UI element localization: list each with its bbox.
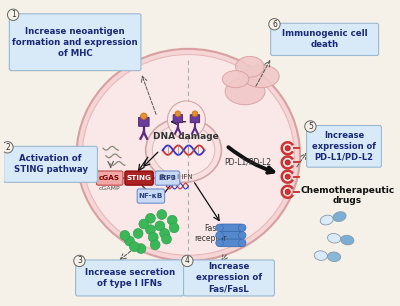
FancyBboxPatch shape xyxy=(9,14,141,71)
Circle shape xyxy=(238,224,246,232)
Circle shape xyxy=(133,229,143,238)
Ellipse shape xyxy=(76,49,300,261)
Text: IRF3: IRF3 xyxy=(158,175,176,181)
Text: PD-L1/PD-L2: PD-L1/PD-L2 xyxy=(224,157,272,166)
FancyBboxPatch shape xyxy=(190,115,200,123)
Text: 1: 1 xyxy=(11,10,16,19)
Circle shape xyxy=(130,242,139,252)
Text: Fas
receptor: Fas receptor xyxy=(194,224,226,243)
Ellipse shape xyxy=(328,233,341,243)
Circle shape xyxy=(157,210,167,219)
Text: Immunogenic cell
death: Immunogenic cell death xyxy=(282,29,368,50)
Ellipse shape xyxy=(152,124,215,176)
Circle shape xyxy=(285,189,290,194)
FancyBboxPatch shape xyxy=(220,232,242,239)
Text: NF-κB: NF-κB xyxy=(139,193,163,199)
Circle shape xyxy=(216,224,223,232)
Circle shape xyxy=(148,232,158,242)
Circle shape xyxy=(285,174,290,179)
Text: 6: 6 xyxy=(272,20,277,29)
Circle shape xyxy=(169,223,179,233)
Circle shape xyxy=(269,19,280,30)
Circle shape xyxy=(120,230,130,240)
Ellipse shape xyxy=(320,215,333,225)
Text: 3: 3 xyxy=(77,256,82,265)
Circle shape xyxy=(155,221,165,231)
Circle shape xyxy=(150,240,160,250)
Circle shape xyxy=(74,255,85,267)
Ellipse shape xyxy=(82,54,294,255)
Circle shape xyxy=(175,111,181,117)
Circle shape xyxy=(238,232,246,239)
Ellipse shape xyxy=(328,252,341,262)
Circle shape xyxy=(146,213,155,223)
FancyBboxPatch shape xyxy=(184,260,274,296)
Circle shape xyxy=(216,232,223,239)
Circle shape xyxy=(160,229,170,238)
Circle shape xyxy=(285,146,290,151)
Circle shape xyxy=(146,225,155,235)
FancyBboxPatch shape xyxy=(96,171,123,185)
FancyBboxPatch shape xyxy=(125,171,153,185)
Circle shape xyxy=(2,142,13,153)
FancyBboxPatch shape xyxy=(271,23,378,55)
Circle shape xyxy=(168,101,205,139)
Text: Increase secretion
of type I IFNs: Increase secretion of type I IFNs xyxy=(84,268,175,288)
Text: Increase
expression of
PD-L1/PD-L2: Increase expression of PD-L1/PD-L2 xyxy=(312,131,376,162)
FancyBboxPatch shape xyxy=(155,171,180,185)
Circle shape xyxy=(136,244,146,254)
Text: 2: 2 xyxy=(5,143,10,152)
FancyBboxPatch shape xyxy=(4,146,98,182)
Text: Type I IFN: Type I IFN xyxy=(159,174,193,180)
FancyBboxPatch shape xyxy=(138,117,149,126)
Circle shape xyxy=(216,239,223,247)
Circle shape xyxy=(140,113,147,119)
Ellipse shape xyxy=(236,56,264,77)
Text: Chemotherapeutic
drugs: Chemotherapeutic drugs xyxy=(300,186,394,205)
Circle shape xyxy=(125,236,134,246)
Text: cGAS: cGAS xyxy=(99,175,120,181)
FancyBboxPatch shape xyxy=(76,260,184,296)
Ellipse shape xyxy=(146,118,222,182)
Circle shape xyxy=(167,215,177,225)
Ellipse shape xyxy=(341,235,354,245)
Circle shape xyxy=(305,121,316,132)
Ellipse shape xyxy=(243,65,279,88)
Circle shape xyxy=(285,160,290,165)
FancyBboxPatch shape xyxy=(220,239,242,247)
Text: Activation of
STING pathway: Activation of STING pathway xyxy=(14,154,88,174)
Circle shape xyxy=(182,255,193,267)
FancyBboxPatch shape xyxy=(307,125,382,167)
Ellipse shape xyxy=(222,71,249,88)
FancyBboxPatch shape xyxy=(220,224,242,232)
Circle shape xyxy=(238,239,246,247)
Circle shape xyxy=(8,9,19,21)
Circle shape xyxy=(192,111,198,117)
Text: 5: 5 xyxy=(308,122,313,131)
Text: 4: 4 xyxy=(185,256,190,265)
Text: DNA damage: DNA damage xyxy=(152,132,218,141)
Ellipse shape xyxy=(225,78,265,105)
Text: STING: STING xyxy=(126,175,152,181)
Circle shape xyxy=(139,219,149,229)
FancyBboxPatch shape xyxy=(137,189,165,203)
FancyBboxPatch shape xyxy=(173,115,183,123)
Text: cGAMP: cGAMP xyxy=(99,185,120,191)
Ellipse shape xyxy=(333,212,346,222)
Text: Increase neoantigen
formation and expression
of MHC: Increase neoantigen formation and expres… xyxy=(12,27,138,58)
Ellipse shape xyxy=(314,251,328,260)
Text: Increase
expression of
Fas/FasL: Increase expression of Fas/FasL xyxy=(196,262,262,293)
Circle shape xyxy=(162,234,172,244)
